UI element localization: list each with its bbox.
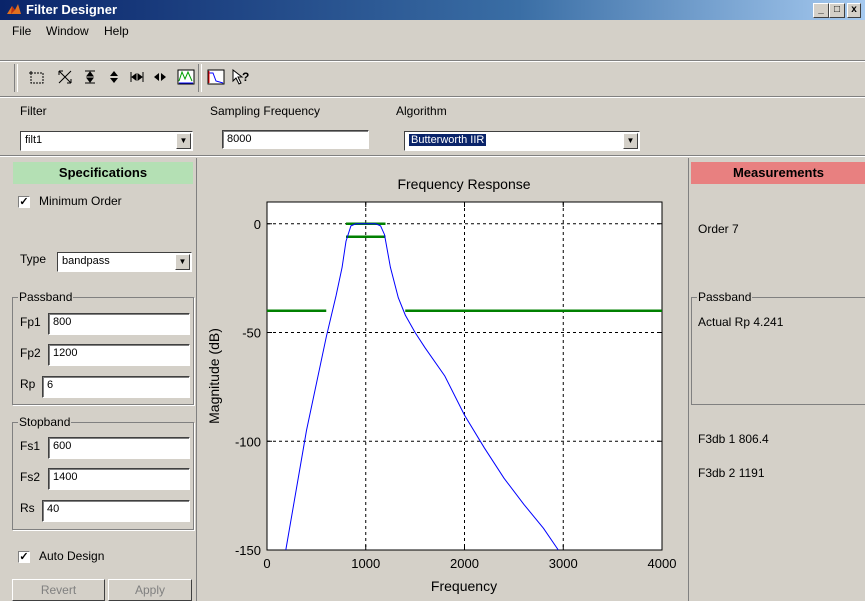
- svg-text:?: ?: [242, 70, 249, 84]
- rs-input[interactable]: 40: [42, 500, 190, 522]
- measurements-passband-group: [691, 297, 865, 405]
- apply-button[interactable]: Apply: [108, 579, 192, 601]
- minimum-order-label: Minimum Order: [39, 194, 122, 208]
- maximize-button[interactable]: □: [829, 3, 845, 18]
- chevron-down-icon[interactable]: ▼: [176, 133, 191, 149]
- f3db2-text: F3db 2 1191: [698, 466, 765, 480]
- x-axis-label: Frequency: [431, 578, 497, 594]
- filter-label: Filter: [20, 104, 47, 118]
- toolbar-divider: [0, 96, 865, 98]
- x-tick-label: 4000: [648, 556, 677, 571]
- frequency-response-icon[interactable]: [176, 67, 196, 87]
- menu-divider: [0, 60, 865, 62]
- rs-label: Rs: [20, 501, 35, 515]
- x-tick-label: 3000: [549, 556, 578, 571]
- rp-label: Rp: [20, 377, 36, 391]
- revert-button[interactable]: Revert: [12, 579, 105, 601]
- y-tick-label: -50: [242, 326, 261, 341]
- stopband-title: Stopband: [18, 415, 72, 429]
- plot-area: Frequency Response 0 1000 2000 3000 4000 0 -50…: [197, 158, 687, 601]
- zoom-x-y-icon[interactable]: [55, 67, 75, 87]
- f3db1-text: F3db 1 806.4: [698, 432, 769, 446]
- minimum-order-checkbox[interactable]: ✓: [18, 196, 30, 208]
- window-title: Filter Designer: [26, 2, 118, 17]
- algorithm-label: Algorithm: [396, 104, 447, 118]
- chevron-down-icon[interactable]: ▼: [175, 254, 190, 270]
- fp2-label: Fp2: [20, 346, 41, 360]
- measurements-panel: Measurements Order 7 Passband Actual Rp …: [688, 158, 865, 601]
- sampling-frequency-input[interactable]: 8000: [222, 130, 369, 149]
- order-text: Order 7: [698, 222, 739, 236]
- title-bar: Filter Designer _ □ x: [0, 0, 865, 20]
- type-select-value: bandpass: [62, 255, 110, 267]
- menu-help[interactable]: Help: [104, 24, 129, 38]
- filter-select-value: filt1: [25, 134, 43, 146]
- menu-bar: File Window Help: [0, 20, 865, 40]
- whats-this-icon[interactable]: ?: [230, 67, 250, 87]
- rp-input[interactable]: 6: [42, 376, 190, 398]
- menu-file[interactable]: File: [12, 24, 32, 38]
- actual-rp-text: Actual Rp 4.241: [698, 315, 784, 329]
- grid: [267, 202, 662, 550]
- stopband-group: [12, 422, 194, 530]
- specifications-header: Specifications: [13, 162, 193, 184]
- passband-title: Passband: [18, 290, 74, 304]
- zoom-x-out-icon[interactable]: [150, 67, 170, 87]
- filter-viewer-icon[interactable]: [206, 67, 226, 87]
- type-label: Type: [20, 252, 47, 266]
- minimize-button[interactable]: _: [813, 3, 829, 18]
- measurements-passband-title: Passband: [697, 290, 753, 304]
- algorithm-select-value: Butterworth IIR: [409, 134, 487, 146]
- fp1-input[interactable]: 800: [48, 313, 190, 335]
- menu-window[interactable]: Window: [46, 24, 89, 38]
- zoom-x-icon[interactable]: [127, 67, 147, 87]
- y-axis-label: Magnitude (dB): [206, 328, 222, 424]
- y-tick-label: -150: [235, 543, 261, 558]
- fp1-label: Fp1: [20, 315, 41, 329]
- close-button[interactable]: x: [847, 3, 861, 18]
- filter-select[interactable]: filt1 ▼: [20, 131, 193, 151]
- fs2-label: Fs2: [20, 470, 41, 484]
- algorithm-select[interactable]: Butterworth IIR ▼: [404, 131, 640, 151]
- sampling-frequency-label: Sampling Frequency: [210, 104, 321, 118]
- fs1-label: Fs1: [20, 439, 41, 453]
- select-icon[interactable]: [27, 67, 47, 87]
- auto-design-label: Auto Design: [39, 549, 105, 563]
- x-tick-label: 1000: [351, 556, 380, 571]
- passband-group: [12, 297, 194, 405]
- frequency-response-chart[interactable]: Frequency Response 0 1000 2000 3000 4000 0 -50…: [197, 158, 687, 601]
- chevron-down-icon[interactable]: ▼: [623, 133, 638, 149]
- response-line: [285, 223, 559, 551]
- chart-title: Frequency Response: [397, 176, 530, 192]
- specifications-panel: Specifications ✓ Minimum Order Type band…: [0, 158, 197, 601]
- y-tick-label: -100: [235, 434, 261, 449]
- fs2-input[interactable]: 1400: [48, 468, 190, 490]
- zoom-y-icon[interactable]: [80, 67, 100, 87]
- toolbar-separator: [14, 64, 18, 92]
- y-tick-label: 0: [254, 217, 261, 232]
- measurements-header: Measurements: [691, 162, 865, 184]
- zoom-y-in-icon[interactable]: [104, 67, 124, 87]
- series: [285, 223, 559, 551]
- x-tick-label: 2000: [450, 556, 479, 571]
- fs1-input[interactable]: 600: [48, 437, 190, 459]
- x-tick-label: 0: [263, 556, 270, 571]
- auto-design-checkbox[interactable]: ✓: [18, 551, 30, 563]
- fp2-input[interactable]: 1200: [48, 344, 190, 366]
- toolbar-separator: [198, 64, 202, 92]
- type-select[interactable]: bandpass ▼: [57, 252, 192, 272]
- controls-divider: [0, 155, 865, 157]
- axis-ticks: 0 1000 2000 3000 4000 0 -50 -100 -150: [235, 202, 676, 571]
- matlab-icon: [7, 4, 21, 14]
